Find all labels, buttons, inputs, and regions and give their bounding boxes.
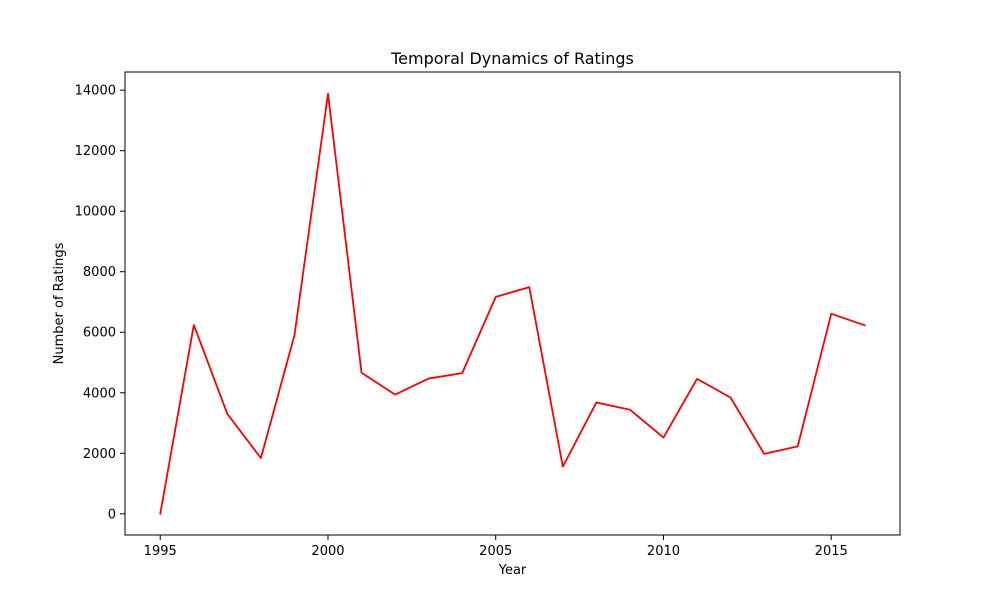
y-tick-label: 8000 <box>83 265 116 280</box>
series-line <box>159 92 866 515</box>
plot-area <box>159 92 866 515</box>
y-tick-label: 12000 <box>75 144 116 159</box>
y-axis-label: Number of Ratings <box>52 242 67 364</box>
axes-frame <box>124 71 901 536</box>
y-axis: 0 2000 4000 6000 8000 10000 12000 14000 <box>75 84 125 522</box>
y-tick-label: 0 <box>108 507 116 522</box>
y-tick-label: 4000 <box>83 386 116 401</box>
x-tick-label: 2000 <box>311 544 344 559</box>
x-axis-label: Year <box>498 563 527 578</box>
x-tick-label: 2015 <box>815 544 848 559</box>
y-tick-label: 6000 <box>83 326 116 341</box>
x-axis: 1995 2000 2005 2010 2015 <box>144 535 848 559</box>
chart-title: Temporal Dynamics of Ratings <box>390 49 634 68</box>
y-tick-label: 10000 <box>75 205 116 220</box>
x-tick-label: 1995 <box>144 544 177 559</box>
y-tick-label: 14000 <box>75 84 116 99</box>
x-tick-label: 2010 <box>647 544 680 559</box>
x-tick-label: 2005 <box>479 544 512 559</box>
y-tick-label: 2000 <box>83 447 116 462</box>
